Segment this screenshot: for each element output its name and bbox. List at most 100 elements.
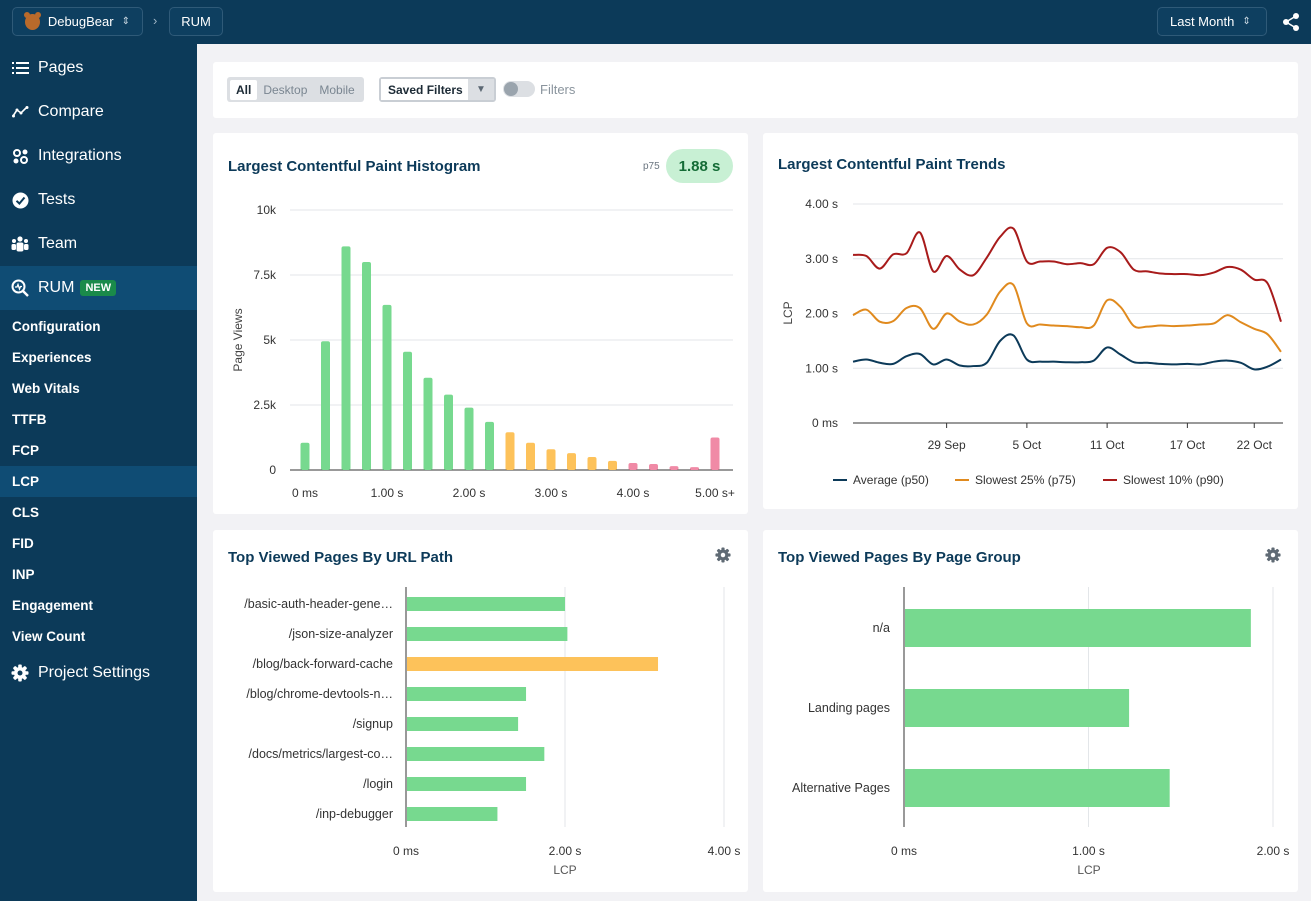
sidebar-subitem-ttfb[interactable]: TTFB — [0, 404, 197, 435]
p75-label: p75 — [643, 161, 660, 172]
lcp-histogram-panel: Largest Contentful Paint Histogram p75 1… — [213, 133, 748, 514]
top-page-groups-panel: Top Viewed Pages By Page Group 0 ms 1.00 … — [763, 530, 1298, 892]
histogram-bar — [382, 304, 392, 470]
y-tick-label: 4.00 s — [805, 197, 838, 211]
sidebar-subitem-view-count[interactable]: View Count — [0, 621, 197, 652]
x-tick-label: 1.00 s — [1072, 844, 1105, 858]
histogram-bar — [649, 464, 658, 470]
sidebar-subitem-cls[interactable]: CLS — [0, 497, 197, 528]
histogram-bar — [567, 453, 576, 470]
x-axis-label: LCP — [553, 863, 576, 877]
date-range-label: Last Month — [1170, 14, 1235, 29]
new-badge: NEW — [80, 280, 117, 296]
device-option-mobile[interactable]: Mobile — [319, 82, 355, 97]
x-tick-label: 0 ms — [393, 844, 419, 858]
sidebar-subitem-experiences[interactable]: Experiences — [0, 342, 197, 373]
sidebar-subitem-label: Web Vitals — [12, 381, 80, 396]
sidebar-subitem-configuration[interactable]: Configuration — [0, 311, 197, 342]
category-label: /inp-debugger — [316, 807, 393, 821]
x-tick-label: 0 ms — [292, 486, 318, 500]
histogram-bar — [526, 442, 535, 470]
group-bar — [905, 609, 1251, 647]
y-tick-label: 0 — [269, 463, 276, 477]
histogram-bar — [341, 246, 351, 470]
sidebar-item-compare[interactable]: Compare — [0, 90, 197, 134]
histogram-bar — [444, 394, 453, 470]
histogram-bar — [464, 407, 474, 470]
url-bar — [407, 597, 565, 611]
device-option-all[interactable]: All — [230, 79, 258, 100]
y-tick-label: 1.00 s — [805, 361, 838, 375]
device-option-desktop[interactable]: Desktop — [263, 82, 308, 97]
url-bar — [407, 747, 545, 761]
sidebar: Pages Compare Integrations Tests Team RU… — [0, 44, 197, 901]
panel-title: Top Viewed Pages By URL Path — [228, 549, 454, 566]
filters-toggle[interactable] — [503, 81, 535, 97]
sidebar-item-label: Integrations — [38, 147, 122, 164]
date-range-select[interactable]: Last Month ⇕ — [1157, 7, 1267, 36]
y-axis-label: Page Views — [231, 308, 245, 371]
sidebar-subitem-inp[interactable]: INP — [0, 559, 197, 590]
sidebar-subitem-label: View Count — [12, 629, 86, 644]
saved-filters-label: Saved Filters — [381, 79, 468, 100]
sidebar-subitem-label: Engagement — [12, 598, 94, 613]
x-tick-label: 4.00 s — [708, 844, 741, 858]
share-icon[interactable] — [1281, 12, 1301, 32]
saved-filters-dropdown[interactable]: Saved Filters ▼ — [379, 77, 496, 102]
p75-value-badge: 1.88 s — [666, 149, 733, 183]
category-label: n/a — [873, 621, 890, 635]
x-tick-label: 5.00 s+ — [695, 486, 735, 500]
category-label: /basic-auth-header-gene… — [244, 597, 393, 611]
histogram-bar — [628, 462, 638, 470]
sidebar-subitem-label: CLS — [12, 505, 39, 520]
sidebar-item-team[interactable]: Team — [0, 222, 197, 266]
sidebar-item-label: Compare — [38, 103, 104, 120]
url-bar — [407, 717, 519, 731]
sidebar-item-pages[interactable]: Pages — [0, 46, 197, 90]
sidebar-item-rum[interactable]: RUM NEW — [0, 266, 197, 310]
chevron-right-icon: › — [153, 13, 158, 28]
x-tick-label: 0 ms — [891, 844, 917, 858]
category-label: /docs/metrics/largest-co… — [249, 747, 393, 761]
breadcrumb-rum[interactable]: RUM — [169, 7, 223, 36]
histogram-bar — [485, 421, 494, 470]
url-bar — [407, 687, 527, 701]
y-tick-label: 0 ms — [812, 416, 838, 430]
sidebar-subitem-fid[interactable]: FID — [0, 528, 197, 559]
sidebar-subitem-label: FCP — [12, 443, 39, 458]
sidebar-item-integrations[interactable]: Integrations — [0, 134, 197, 178]
histogram-bar — [362, 262, 371, 470]
group-bar — [905, 769, 1170, 807]
chevron-updown-icon: ⇕ — [121, 15, 130, 27]
histogram-bar — [300, 442, 310, 470]
histogram-bar — [710, 437, 720, 470]
list-icon — [11, 59, 29, 77]
histogram-bar — [321, 341, 330, 470]
x-tick-label: 2.00 s — [549, 844, 582, 858]
group-bar — [905, 689, 1130, 727]
gear-icon[interactable] — [715, 547, 731, 563]
series-line — [852, 333, 1282, 371]
filters-toggle-label: Filters — [540, 82, 576, 97]
top-url-paths-chart: 0 ms 2.00 s 4.00 s LCP/basic-auth-header-ge… — [244, 587, 741, 877]
histogram-bar — [423, 377, 433, 470]
category-label: /blog/chrome-devtools-n… — [246, 687, 393, 701]
sidebar-subitem-label: Experiences — [12, 350, 92, 365]
category-label: Landing pages — [808, 701, 890, 715]
project-switcher[interactable]: DebugBear ⇕ — [12, 7, 143, 36]
sidebar-subitem-label: INP — [12, 567, 35, 582]
series-line — [852, 282, 1282, 353]
sidebar-subitem-engagement[interactable]: Engagement — [0, 590, 197, 621]
legend-label: Slowest 10% (p90) — [1123, 473, 1224, 487]
series-line — [852, 226, 1282, 323]
sidebar-subitem-label: Configuration — [12, 319, 101, 334]
sidebar-subitem-web-vitals[interactable]: Web Vitals — [0, 373, 197, 404]
sidebar-item-label: Pages — [38, 59, 84, 76]
sidebar-item-tests[interactable]: Tests — [0, 178, 197, 222]
sidebar-subitem-fcp[interactable]: FCP — [0, 435, 197, 466]
legend-label: Slowest 25% (p75) — [975, 473, 1076, 487]
url-bar — [407, 807, 498, 821]
sidebar-item-project-settings[interactable]: Project Settings — [0, 651, 197, 695]
gear-icon[interactable] — [1265, 547, 1281, 563]
sidebar-subitem-lcp[interactable]: LCP — [0, 466, 197, 497]
